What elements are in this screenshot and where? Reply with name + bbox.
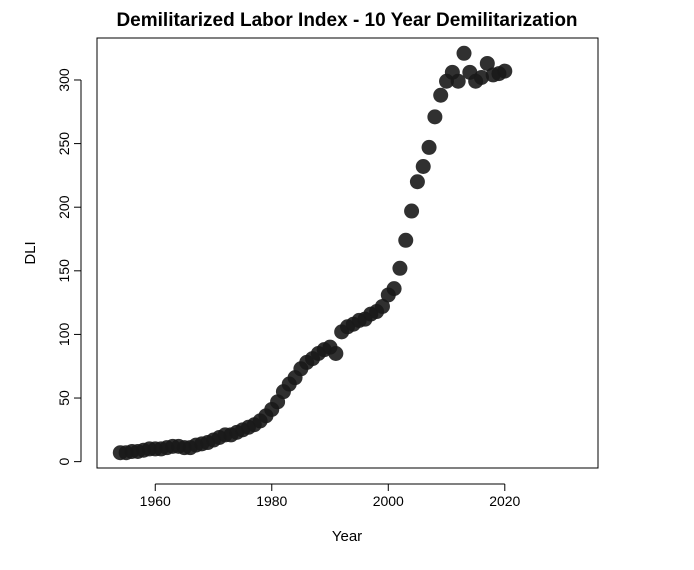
- data-point: [433, 87, 449, 103]
- x-tick-label: 2000: [373, 493, 404, 509]
- y-tick-label: 50: [56, 390, 72, 406]
- data-point: [479, 55, 495, 71]
- y-axis: 0 50 100 150 200 250 300: [56, 68, 82, 466]
- y-tick-label: 100: [56, 323, 72, 347]
- x-tick-label: 2020: [489, 493, 520, 509]
- y-tick-label: 300: [56, 68, 72, 92]
- data-point: [415, 158, 431, 174]
- data-point: [421, 139, 437, 155]
- y-tick-label: 150: [56, 259, 72, 283]
- data-point: [427, 109, 443, 125]
- data-point: [374, 298, 390, 314]
- x-tick-label: 1980: [256, 493, 287, 509]
- data-point: [398, 232, 414, 248]
- y-tick-label: 200: [56, 195, 72, 219]
- plot-frame: [96, 37, 599, 469]
- data-point: [392, 260, 408, 276]
- data-point: [409, 174, 425, 190]
- y-axis-label: DLI: [22, 241, 39, 264]
- chart-title: Demilitarized Labor Index - 10 Year Demi…: [116, 10, 577, 31]
- data-points: [112, 45, 513, 461]
- data-point: [386, 281, 402, 297]
- x-axis-label: Year: [332, 528, 362, 545]
- data-point: [497, 63, 513, 79]
- data-point: [450, 73, 466, 89]
- data-point: [404, 203, 420, 219]
- x-tick-label: 1960: [140, 493, 171, 509]
- data-point: [328, 346, 344, 362]
- data-point: [473, 69, 489, 85]
- data-point: [456, 45, 472, 61]
- y-tick-label: 0: [56, 458, 72, 466]
- x-axis: 1960 1980 2000 2020: [140, 483, 521, 509]
- y-tick-label: 250: [56, 132, 72, 156]
